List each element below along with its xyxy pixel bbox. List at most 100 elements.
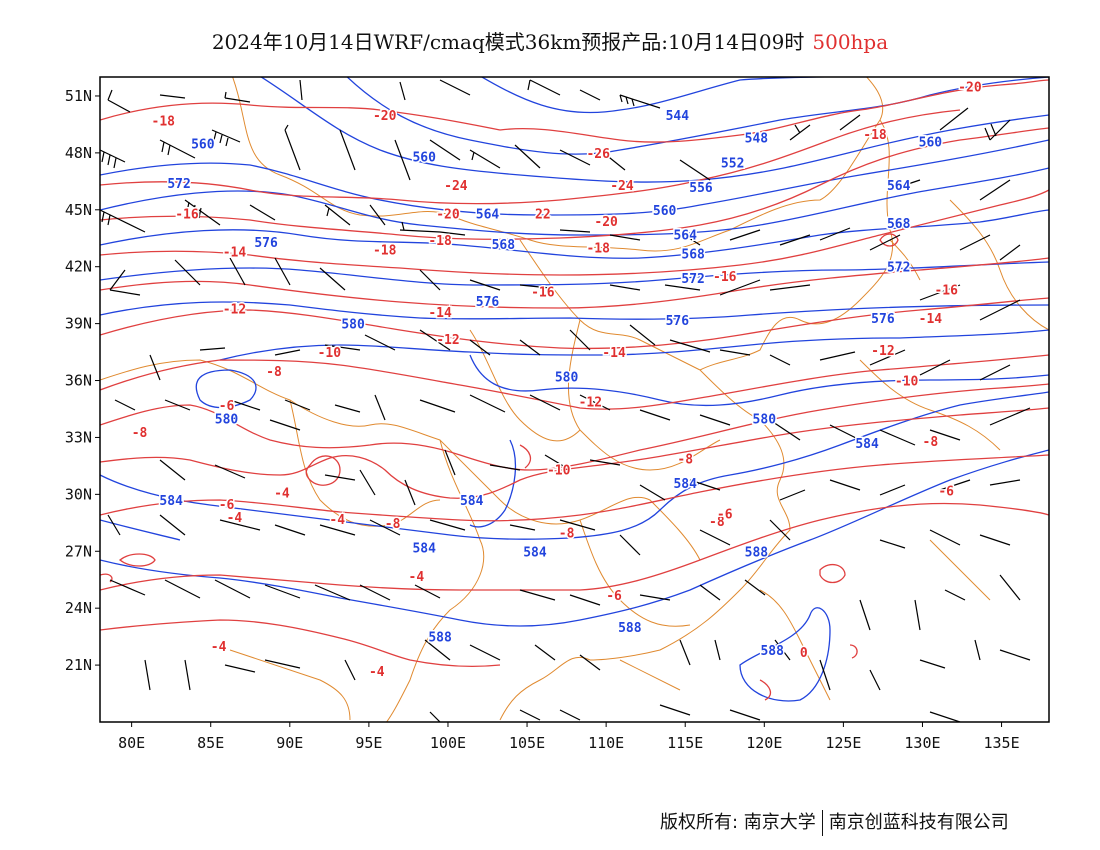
temperature-contour-label: -16 xyxy=(713,270,737,285)
temperature-contour-label: -4 xyxy=(211,640,227,655)
temperature-contour-label: -4 xyxy=(329,513,345,528)
x-tick-label: 85E xyxy=(197,734,224,752)
temperature-contour-label: -16 xyxy=(531,285,555,300)
temperature-contour-label: -18 xyxy=(152,115,176,130)
height-contour-label: 584 xyxy=(460,494,484,509)
x-tick-label: 90E xyxy=(276,734,303,752)
y-tick-label: 36N xyxy=(65,372,92,390)
temperature-contour-label: -16 xyxy=(934,283,958,298)
y-tick-label: 48N xyxy=(65,144,92,162)
x-tick-label: 100E xyxy=(430,734,466,752)
temperature-contour-label: -4 xyxy=(409,570,425,585)
y-tick-label: 24N xyxy=(65,599,92,617)
temperature-contour-label: -18 xyxy=(863,128,887,143)
height-contour-label: 584 xyxy=(673,477,697,492)
height-contour-label: 588 xyxy=(760,644,784,659)
temperature-contour-label: -4 xyxy=(274,486,290,501)
temperature-contour-label: -14 xyxy=(223,246,247,261)
height-contour-label: 568 xyxy=(492,238,516,253)
height-contour-label: 576 xyxy=(476,295,500,310)
temperature-contour-label: -20 xyxy=(594,215,618,230)
temperature-contour-label: -8 xyxy=(709,515,725,530)
x-tick-label: 80E xyxy=(118,734,145,752)
x-tick-label: 110E xyxy=(588,734,624,752)
height-contour-label: 564 xyxy=(887,179,911,194)
height-contour-label: 548 xyxy=(745,132,769,147)
temperature-contour-label: -26 xyxy=(586,147,610,162)
y-tick-label: 42N xyxy=(65,258,92,276)
height-contour-label: 580 xyxy=(215,412,239,427)
footer-right: 南京创蓝科技有限公司 xyxy=(828,812,1009,833)
temperature-contour-label: -20 xyxy=(436,208,460,223)
temperature-contour-label: -10 xyxy=(547,464,571,479)
height-contour-label: 560 xyxy=(919,136,943,151)
temperature-contours xyxy=(100,79,1049,701)
temperature-contour-label: -6 xyxy=(606,589,622,604)
height-contour-label: 572 xyxy=(887,261,910,276)
temperature-contour-label: -10 xyxy=(895,375,919,390)
temperature-contour-label: -18 xyxy=(428,234,452,249)
temperature-contour-label: -8 xyxy=(385,517,401,532)
height-contour-label: 572 xyxy=(167,177,190,192)
height-contour-label: 564 xyxy=(476,208,500,223)
temperature-contour-label: -12 xyxy=(871,344,894,359)
height-contour-label: 568 xyxy=(681,247,705,262)
x-tick-label: 120E xyxy=(746,734,782,752)
y-tick-label: 30N xyxy=(65,485,92,503)
height-contour-label: 552 xyxy=(721,156,744,171)
temperature-contour-label: 22 xyxy=(535,208,551,223)
temperature-contour-label: -18 xyxy=(586,242,610,257)
temperature-contour-label: -4 xyxy=(227,511,243,526)
height-contour-label: 584 xyxy=(159,494,183,509)
temperature-contour-label: -8 xyxy=(132,426,148,441)
height-contour-label: 560 xyxy=(412,151,436,166)
height-contour-label: 576 xyxy=(666,314,690,329)
y-tick-label: 45N xyxy=(65,201,92,219)
y-tick-label: 33N xyxy=(65,428,92,446)
title-level: 500hpa xyxy=(812,30,889,54)
temperature-contour-label: -12 xyxy=(223,302,246,317)
temperature-contour-label: -12 xyxy=(436,333,459,348)
height-contour-label: 584 xyxy=(412,541,436,556)
temperature-contour-label: -4 xyxy=(369,665,385,680)
x-tick-label: 95E xyxy=(355,734,382,752)
footer-separator xyxy=(821,810,823,836)
height-contour-label: 576 xyxy=(871,312,895,327)
plot-frame xyxy=(99,76,1050,723)
height-contour-label: 560 xyxy=(653,204,677,219)
height-contour-label: 568 xyxy=(887,217,911,232)
temperature-contour-label: -6 xyxy=(219,498,235,513)
temperature-contour-label: -8 xyxy=(923,435,939,450)
x-tick-label: 130E xyxy=(904,734,940,752)
temperature-contour-label: -8 xyxy=(677,452,693,467)
temperature-contour-label: -20 xyxy=(958,80,982,95)
height-contour-label: 576 xyxy=(254,236,278,251)
height-contour-label: 544 xyxy=(666,109,690,124)
height-contour-label: 560 xyxy=(191,137,215,152)
y-tick-label: 39N xyxy=(65,315,92,333)
temperature-contour-label: -14 xyxy=(602,346,626,361)
temperature-contour-label: -20 xyxy=(373,109,397,124)
temperature-contour-label: -6 xyxy=(219,399,235,414)
title-main: 2024年10月14日WRF/cmaq模式36km预报产品:10月14日09时 xyxy=(211,30,805,54)
x-tick-label: 115E xyxy=(667,734,703,752)
y-tick-label: 21N xyxy=(65,656,92,674)
x-tick-label: 125E xyxy=(825,734,861,752)
height-contour-label: 580 xyxy=(341,318,365,333)
temperature-contour-label: -24 xyxy=(610,179,634,194)
temperature-contour-label: -14 xyxy=(919,312,943,327)
temperature-contour-label: -12 xyxy=(579,395,602,410)
temperature-contour-label: -18 xyxy=(373,244,397,259)
wind-barbs xyxy=(100,79,1031,722)
x-tick-label: 135E xyxy=(983,734,1019,752)
height-contour-label: 580 xyxy=(753,412,777,427)
height-contour-label: 564 xyxy=(673,228,697,243)
temperature-contour-label: -16 xyxy=(175,208,199,223)
height-contour-label: 584 xyxy=(855,437,879,452)
y-tick-label: 27N xyxy=(65,542,92,560)
temperature-contour-label: -6 xyxy=(717,507,733,522)
height-contour-label: 588 xyxy=(618,621,642,636)
temperature-contour-label: -8 xyxy=(266,365,282,380)
